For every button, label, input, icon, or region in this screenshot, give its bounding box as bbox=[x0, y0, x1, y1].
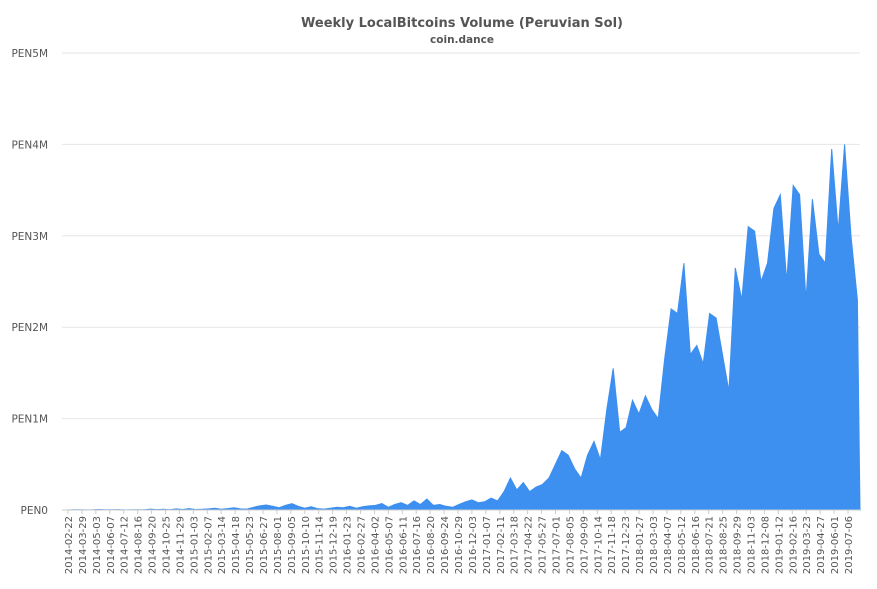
x-tick-label: 2017-03-18 bbox=[510, 516, 521, 574]
x-tick-label: 2016-12-03 bbox=[468, 516, 479, 574]
x-tick-label: 2018-05-12 bbox=[677, 516, 688, 574]
x-tick-label: 2018-12-08 bbox=[760, 516, 771, 574]
x-tick-label: 2015-05-23 bbox=[245, 516, 256, 574]
x-tick-label: 2016-10-29 bbox=[454, 516, 465, 574]
x-tick-label: 2015-03-14 bbox=[217, 516, 228, 574]
x-tick-label: 2014-05-03 bbox=[92, 516, 103, 574]
volume-area bbox=[66, 144, 861, 511]
x-tick-label: 2017-09-09 bbox=[579, 516, 590, 574]
x-tick-label: 2014-08-16 bbox=[134, 516, 145, 574]
x-tick-label: 2015-10-10 bbox=[301, 516, 312, 574]
x-tick-label: 2017-08-05 bbox=[565, 516, 576, 574]
x-tick-label: 2017-10-14 bbox=[593, 516, 604, 574]
x-tick-label: 2018-08-25 bbox=[719, 516, 730, 574]
y-tick-label: PEN3M bbox=[11, 231, 48, 243]
x-tick-label: 2014-06-07 bbox=[106, 516, 117, 574]
x-tick-label: 2014-10-25 bbox=[162, 516, 173, 574]
y-axis-ticks: PEN0 PEN1M PEN2M PEN3M PEN4M PEN5M bbox=[11, 48, 48, 517]
x-tick-label: 2014-07-12 bbox=[120, 516, 131, 574]
x-axis-ticks: 2014-02-22 2014-03-29 2014-05-03 2014-06-07… bbox=[64, 510, 855, 574]
x-tick-label: 2018-01-27 bbox=[635, 516, 646, 574]
x-tick-label: 2017-11-18 bbox=[607, 516, 618, 574]
x-tick-label: 2017-05-27 bbox=[538, 516, 549, 574]
x-tick-label: 2015-12-19 bbox=[329, 516, 340, 574]
x-tick-label: 2018-11-03 bbox=[747, 516, 758, 574]
x-tick-label: 2017-04-22 bbox=[524, 516, 535, 574]
x-tick-label: 2017-02-11 bbox=[496, 516, 507, 574]
x-tick-label: 2019-03-23 bbox=[802, 516, 813, 574]
x-tick-label: 2014-02-22 bbox=[64, 516, 75, 574]
x-tick-label: 2017-12-23 bbox=[621, 516, 632, 574]
y-tick-label: PEN2M bbox=[11, 322, 48, 334]
y-tick-label: PEN4M bbox=[11, 139, 48, 151]
x-tick-label: 2014-11-29 bbox=[175, 516, 186, 574]
x-tick-label: 2015-01-03 bbox=[189, 516, 200, 574]
x-tick-label: 2015-04-18 bbox=[231, 516, 242, 574]
x-tick-label: 2015-02-07 bbox=[203, 516, 214, 574]
y-tick-label: PEN5M bbox=[11, 48, 48, 60]
x-tick-label: 2015-09-05 bbox=[287, 516, 298, 574]
x-tick-label: 2018-07-21 bbox=[705, 516, 716, 574]
x-tick-label: 2019-07-06 bbox=[844, 516, 855, 574]
x-tick-label: 2016-07-16 bbox=[412, 516, 423, 574]
x-tick-label: 2017-07-01 bbox=[552, 516, 563, 574]
x-tick-label: 2016-05-07 bbox=[384, 516, 395, 574]
x-tick-label: 2019-04-27 bbox=[816, 516, 827, 574]
x-tick-label: 2015-06-27 bbox=[259, 516, 270, 574]
y-tick-label: PEN1M bbox=[11, 414, 48, 426]
x-tick-label: 2019-01-12 bbox=[774, 516, 785, 574]
x-tick-label: 2019-06-01 bbox=[830, 516, 841, 574]
x-tick-label: 2016-01-23 bbox=[343, 516, 354, 574]
series-area-layer bbox=[66, 144, 861, 511]
x-tick-label: 2016-02-27 bbox=[357, 516, 368, 574]
x-tick-label: 2018-09-29 bbox=[733, 516, 744, 574]
x-tick-label: 2015-11-14 bbox=[315, 516, 326, 574]
x-tick-label: 2018-04-07 bbox=[663, 516, 674, 574]
x-tick-label: 2014-03-29 bbox=[78, 516, 89, 574]
x-tick-label: 2017-01-07 bbox=[482, 516, 493, 574]
x-tick-label: 2018-03-03 bbox=[649, 516, 660, 574]
x-tick-label: 2016-06-11 bbox=[398, 516, 409, 574]
x-tick-label: 2016-04-02 bbox=[370, 516, 381, 574]
x-tick-label: 2016-09-24 bbox=[440, 516, 451, 574]
y-tick-label: PEN0 bbox=[20, 505, 48, 517]
x-tick-label: 2019-02-16 bbox=[788, 516, 799, 574]
chart-subtitle: coin.dance bbox=[430, 34, 494, 46]
x-tick-label: 2015-08-01 bbox=[273, 516, 284, 574]
x-tick-label: 2014-09-20 bbox=[148, 516, 159, 574]
x-tick-label: 2018-06-16 bbox=[691, 516, 702, 574]
x-tick-label: 2016-08-20 bbox=[426, 516, 437, 574]
chart-title: Weekly LocalBitcoins Volume (Peruvian So… bbox=[301, 16, 623, 31]
